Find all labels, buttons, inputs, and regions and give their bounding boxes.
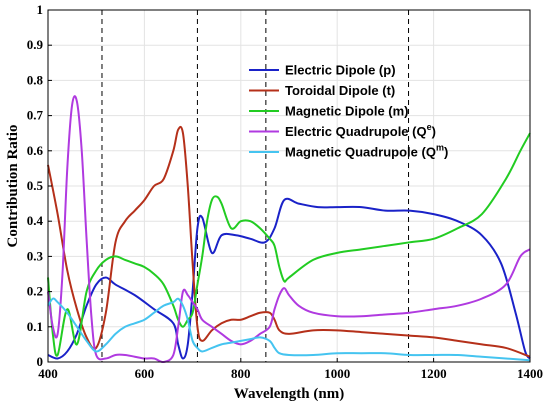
x-tick-label: 400: [38, 366, 58, 381]
x-tick-label: 1000: [324, 366, 350, 381]
series-line-qe: [47, 95, 531, 364]
y-tick-label: 0.4: [27, 213, 44, 228]
legend-label-qm: Magnetic Quadrupole (Qm): [285, 143, 448, 160]
x-tick-label: 1400: [517, 366, 543, 381]
y-tick-label: 0.3: [27, 248, 44, 263]
legend: Electric Dipole (p) Toroidal Dipole (t) Ma…: [249, 63, 448, 160]
series-line-t: [47, 125, 531, 358]
y-tick-label: 0.9: [27, 37, 44, 52]
x-tick-label: 800: [231, 366, 251, 381]
y-tick-label: 0.6: [27, 143, 44, 158]
legend-label-m: Magnetic Dipole (m): [285, 104, 409, 119]
series-group: [47, 95, 531, 364]
y-tick-label: 1: [37, 2, 44, 17]
y-tick-label: 0.7: [27, 108, 44, 123]
x-tick-label: 600: [135, 366, 155, 381]
x-axis-title: Wavelength (nm): [234, 386, 344, 402]
y-axis-title: Contribution Ratio: [5, 125, 21, 248]
legend-label-qe: Electric Quadrupole (Qe): [285, 122, 436, 139]
y-tick-label: 0: [37, 354, 44, 369]
x-tick-label: 1200: [421, 366, 447, 381]
axis-ticks: 400 600 800 1000 1200 1400 0 0.1 0.2 0.3 0.4 0.5 0.6…: [27, 2, 543, 381]
marker-lines: [101, 10, 410, 362]
y-tick-label: 0.8: [27, 72, 44, 87]
y-tick-label: 0.1: [27, 319, 43, 334]
y-tick-label: 0.2: [27, 284, 43, 299]
series-line-p: [47, 197, 531, 360]
series-line-qm: [47, 297, 531, 362]
legend-label-p: Electric Dipole (p): [285, 63, 396, 78]
legend-label-t: Toroidal Dipole (t): [285, 83, 395, 98]
y-tick-label: 0.5: [27, 178, 44, 193]
series-line-m: [47, 132, 531, 357]
